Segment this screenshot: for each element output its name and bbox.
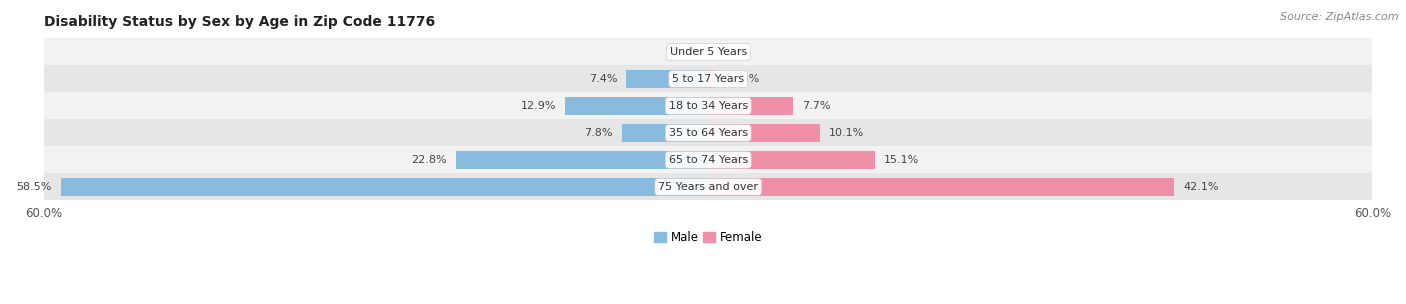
Bar: [709, 178, 1174, 196]
Bar: [709, 151, 876, 169]
Bar: [44, 173, 1372, 200]
Text: 65 to 74 Years: 65 to 74 Years: [669, 155, 748, 165]
Bar: [44, 92, 1372, 119]
Text: 75 Years and over: 75 Years and over: [658, 182, 758, 192]
Bar: [60, 178, 709, 196]
Bar: [44, 119, 1372, 147]
Text: 58.5%: 58.5%: [17, 182, 52, 192]
Bar: [565, 97, 709, 115]
Text: 18 to 34 Years: 18 to 34 Years: [669, 101, 748, 111]
Text: 0.0%: 0.0%: [717, 47, 745, 57]
Bar: [44, 39, 1372, 65]
Bar: [456, 151, 709, 169]
Text: 42.1%: 42.1%: [1182, 182, 1219, 192]
Text: 22.8%: 22.8%: [412, 155, 447, 165]
Text: Disability Status by Sex by Age in Zip Code 11776: Disability Status by Sex by Age in Zip C…: [44, 15, 434, 29]
Text: 7.7%: 7.7%: [803, 101, 831, 111]
Text: Under 5 Years: Under 5 Years: [669, 47, 747, 57]
Text: 0.69%: 0.69%: [724, 74, 761, 84]
Bar: [621, 124, 709, 142]
Text: Source: ZipAtlas.com: Source: ZipAtlas.com: [1281, 12, 1399, 22]
Text: 0.0%: 0.0%: [671, 47, 699, 57]
Text: 7.4%: 7.4%: [589, 74, 617, 84]
Text: 12.9%: 12.9%: [522, 101, 557, 111]
Bar: [709, 124, 820, 142]
Bar: [709, 97, 793, 115]
Text: 7.8%: 7.8%: [585, 128, 613, 138]
Text: 5 to 17 Years: 5 to 17 Years: [672, 74, 744, 84]
Bar: [626, 70, 709, 88]
Text: 35 to 64 Years: 35 to 64 Years: [669, 128, 748, 138]
Legend: Male, Female: Male, Female: [650, 226, 768, 249]
Bar: [44, 147, 1372, 173]
Bar: [709, 70, 716, 88]
Bar: [44, 65, 1372, 92]
Text: 10.1%: 10.1%: [830, 128, 865, 138]
Text: 15.1%: 15.1%: [884, 155, 920, 165]
